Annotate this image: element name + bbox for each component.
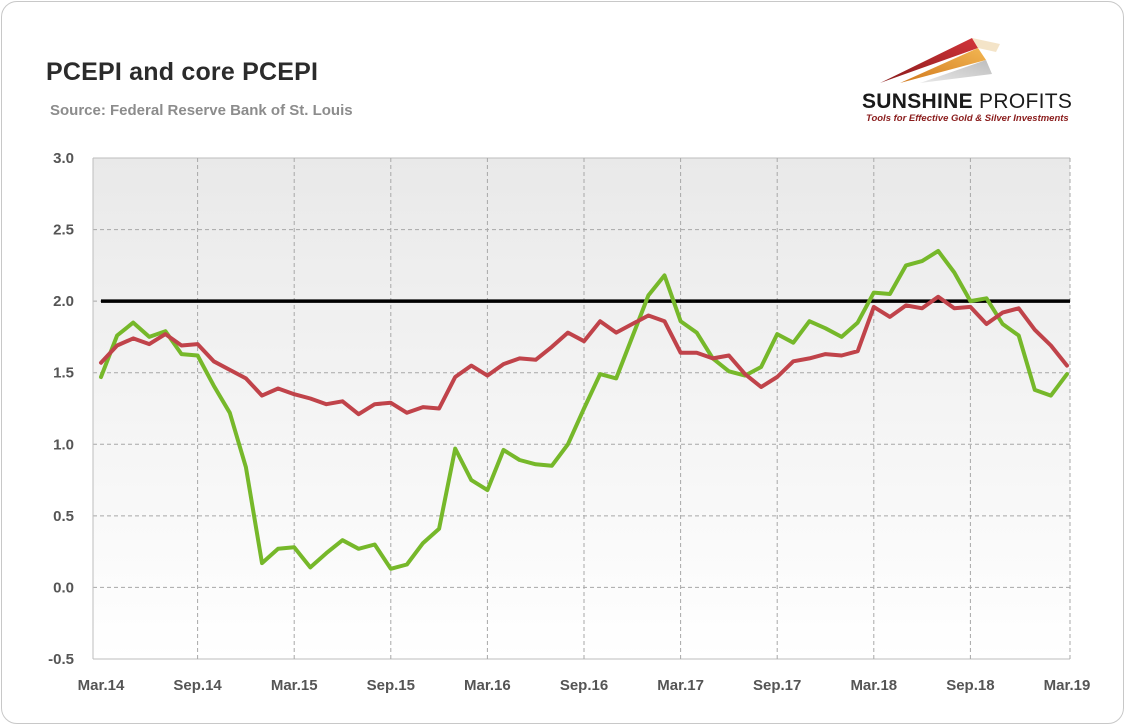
x-tick-label: Sep.16 [560,677,608,694]
x-tick-label: Mar.18 [850,677,897,694]
x-tick-label: Sep.17 [753,677,801,694]
chart-title: PCEPI and core PCEPI [46,58,319,86]
y-tick-label: 0.0 [53,579,74,596]
y-tick-label: 1.0 [53,436,74,453]
x-tick-label: Sep.14 [173,677,222,694]
series-line-pcepi [99,249,1069,571]
x-tick-label: Mar.17 [657,677,704,694]
x-axis-ticks: Mar.14 Sep.14 Mar.15 Sep.15 Mar.16 Sep.16 Mar.… [78,677,1091,694]
x-tick-label: Sep.18 [946,677,994,694]
x-tick-label: Sep.15 [367,677,415,694]
x-tick-label: Mar.19 [1044,677,1091,694]
chart-subtitle: Source: Federal Reserve Bank of St. Loui… [50,102,353,119]
x-tick-label: Mar.14 [78,677,125,694]
logo-tagline: Tools for Effective Gold & Silver Invest… [866,113,1069,124]
y-axis-ticks: 3.0 2.5 2.0 1.5 1.0 0.5 0.0 -0.5 [48,150,74,668]
y-tick-label: 2.5 [53,222,74,239]
x-tick-label: Mar.15 [271,677,318,694]
sunshine-profits-logo-icon [880,38,1000,83]
series-group [99,249,1069,571]
series-line-core-pcepi [99,294,1069,417]
y-tick-label: 1.5 [53,365,74,382]
y-tick-label: 0.5 [53,508,74,525]
y-tick-label: 2.0 [53,293,74,310]
logo-name: SUNSHINE PROFITS [862,90,1073,113]
x-tick-label: Mar.16 [464,677,511,694]
plot-area [93,158,1070,659]
y-tick-label: 3.0 [53,150,74,167]
y-tick-label: -0.5 [48,651,74,668]
